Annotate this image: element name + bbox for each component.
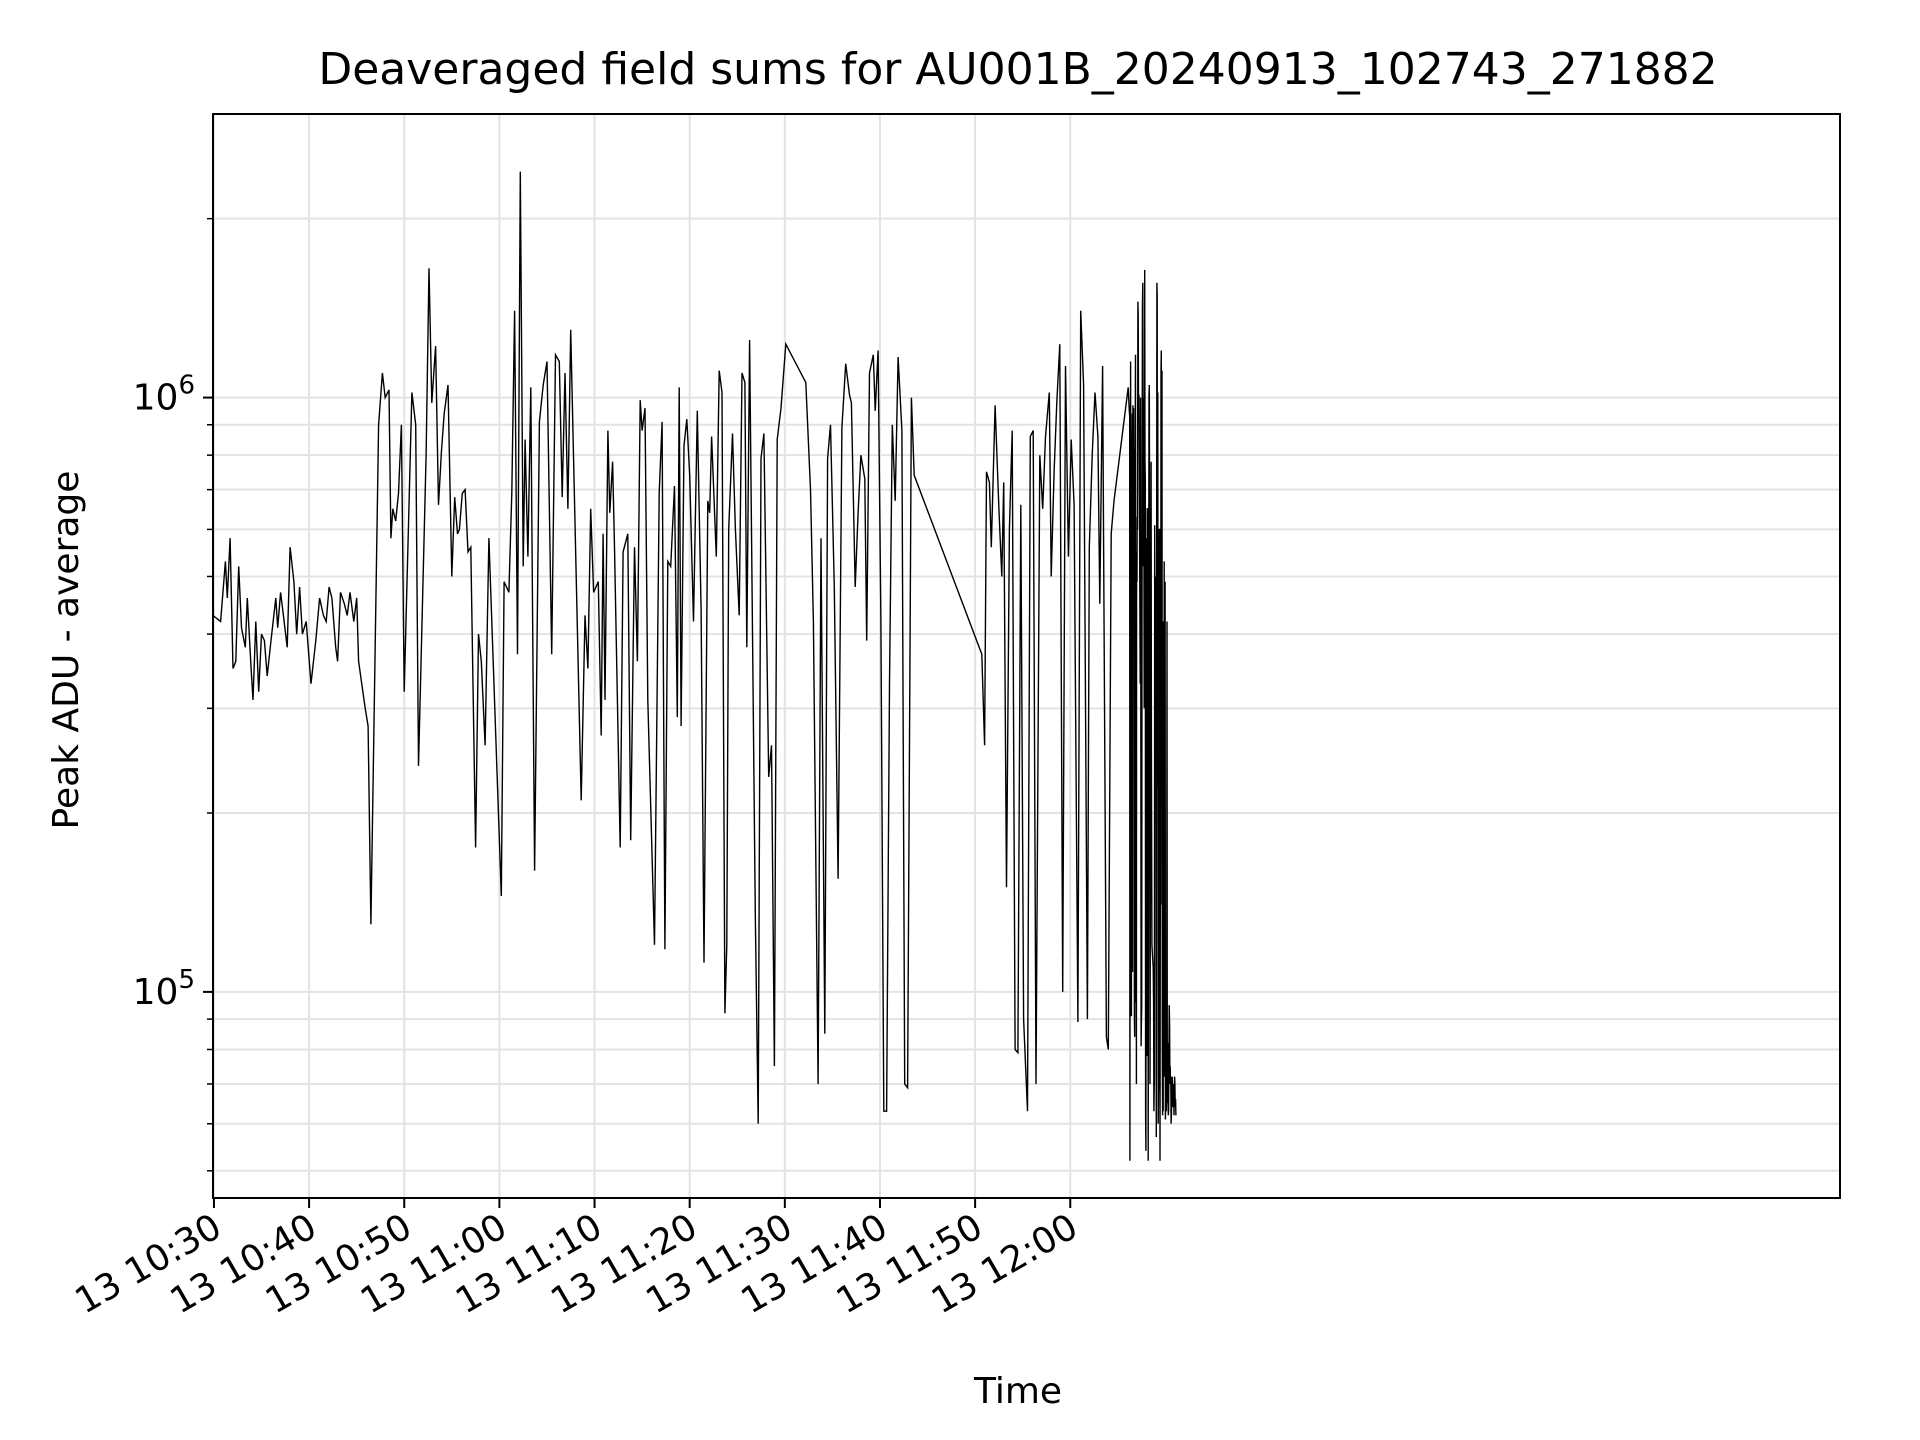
series-line <box>212 171 1177 1161</box>
chart-title: Deaveraged field sums for AU001B_2024091… <box>318 44 1717 95</box>
grid <box>212 114 1840 1198</box>
x-axis-label: Time <box>973 1371 1062 1412</box>
data-layer <box>212 171 1177 1161</box>
y-axis-label: Peak ADU - average <box>46 471 87 830</box>
y-tick-label: 105 <box>133 965 195 1013</box>
y-tick-label: 106 <box>133 371 195 419</box>
axes-frame <box>212 113 1841 1199</box>
